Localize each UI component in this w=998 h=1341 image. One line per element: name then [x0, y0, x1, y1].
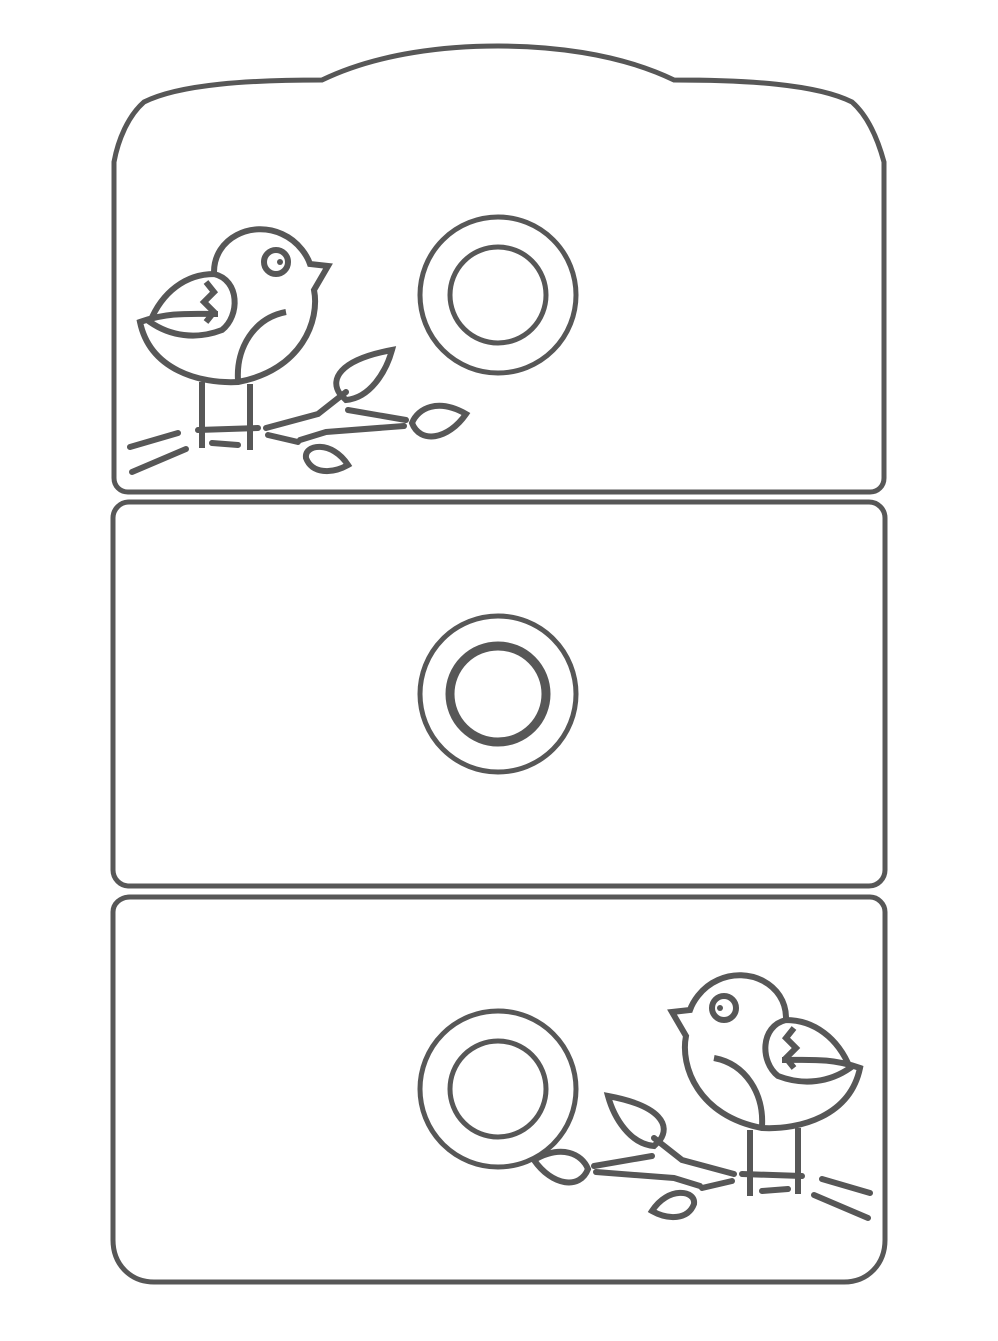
knob-inner-ring: [447, 244, 549, 346]
drawer-bottom: [110, 894, 888, 1285]
knob-outer-ring: [417, 613, 579, 775]
knob-outer-ring: [417, 1008, 579, 1170]
bird-on-branch-icon: [534, 975, 870, 1218]
drawer-top: [111, 43, 887, 495]
knob-inner-ring: [447, 1038, 549, 1140]
knob-inner-ring: [445, 641, 551, 747]
bird-on-branch-icon: [130, 229, 466, 472]
drawer-middle: [110, 499, 888, 889]
knob-outer-ring: [417, 214, 579, 376]
